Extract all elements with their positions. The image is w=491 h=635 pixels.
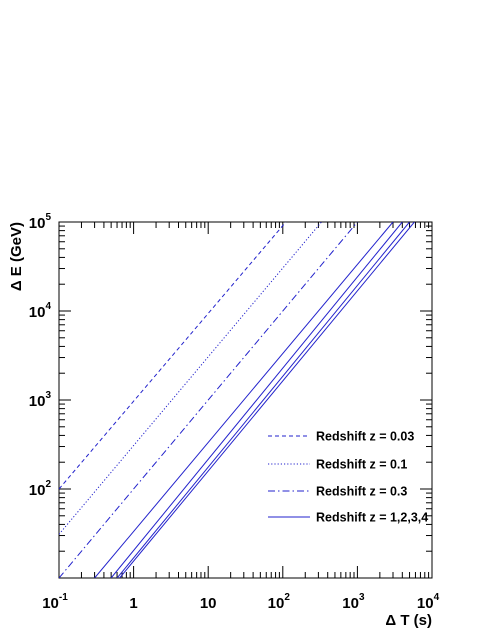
series-line-dashdot-2 <box>59 222 358 578</box>
y-tick-label-exponent: 5 <box>45 212 51 223</box>
x-tick-label: 10-1 <box>42 592 68 612</box>
y-tick-label: 103 <box>29 390 52 410</box>
series-line-solid-5 <box>116 222 410 578</box>
y-tick-label-base: 10 <box>29 304 46 321</box>
x-tick-label-base: 10 <box>42 595 59 612</box>
legend-label: Redshift z = 0.1 <box>316 458 407 472</box>
axis-ticks <box>58 222 432 579</box>
y-tick-label: 104 <box>29 301 52 321</box>
y-tick-label-exponent: 2 <box>45 479 51 490</box>
x-tick-label-exponent: 2 <box>284 592 290 603</box>
x-tick-label: 104 <box>417 592 440 612</box>
x-tick-label: 102 <box>268 592 291 612</box>
legend-label: Redshift z = 0.03 <box>316 430 414 444</box>
y-tick-label: 105 <box>29 212 52 232</box>
y-tick-label-exponent: 3 <box>45 390 51 401</box>
y-tick-label-base: 10 <box>29 215 46 232</box>
x-tick-label-exponent: 4 <box>434 592 440 603</box>
y-tick-label-exponent: 4 <box>45 301 51 312</box>
x-tick-label: 10 <box>200 595 217 612</box>
series-line-dashed-0 <box>59 222 287 490</box>
series-line-solid-6 <box>119 222 415 578</box>
series-line-solid-4 <box>110 222 403 578</box>
y-axis-label: Δ E (GeV) <box>8 222 25 291</box>
x-tick-label-base: 10 <box>200 595 217 612</box>
legend-label: Redshift z = 1,2,3,4 <box>316 511 428 525</box>
series-group <box>59 222 415 578</box>
series-line-dotted-1 <box>59 222 322 535</box>
series-line-solid-3 <box>94 222 394 578</box>
x-axis-label: Δ T (s) <box>385 612 432 629</box>
x-tick-label-base: 10 <box>268 595 285 612</box>
legend: Redshift z = 0.03 Redshift z = 0.1 Redshif… <box>268 430 428 525</box>
y-tick-label: 102 <box>29 479 52 499</box>
y-tick-label-base: 10 <box>29 393 46 410</box>
x-tick-label-base: 1 <box>129 595 137 612</box>
x-tick-labels: 10-1 1 10 102 103 104 <box>42 592 439 612</box>
x-tick-label-base: 10 <box>417 595 434 612</box>
x-tick-label: 103 <box>342 592 365 612</box>
y-tick-label-base: 10 <box>29 482 46 499</box>
x-tick-label: 1 <box>129 595 137 612</box>
x-tick-label-exponent: 3 <box>359 592 365 603</box>
legend-label: Redshift z = 0.3 <box>316 485 407 499</box>
x-tick-label-base: 10 <box>342 595 359 612</box>
x-tick-label-exponent: -1 <box>59 592 68 603</box>
